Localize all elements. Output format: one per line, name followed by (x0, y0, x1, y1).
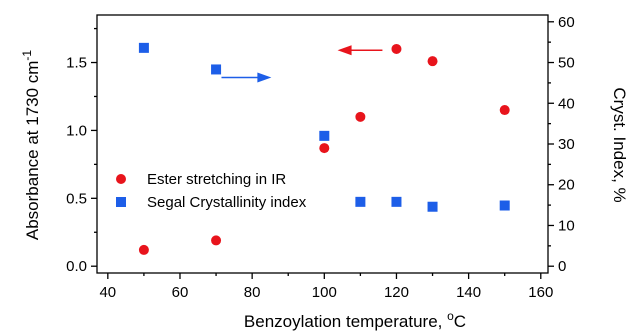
right-y-tick-label: 10 (558, 217, 575, 234)
right-y-tick-label: 30 (558, 136, 575, 153)
x-tick-label: 40 (99, 284, 116, 301)
left-y-tick-label: 1.5 (66, 55, 87, 72)
left-y-tick-label: 1.0 (66, 122, 87, 139)
left-y-tick-label: 0.5 (66, 190, 87, 207)
left-pointing-arrow (337, 45, 383, 56)
right-y-axis: 0 10 20 30 40 50 60 (548, 14, 575, 275)
ester-point (427, 56, 438, 67)
data-marks (138, 42, 510, 255)
left-y-axis: 0.0 0.5 1.0 1.5 (66, 27, 97, 275)
x-axis-title-superscript: o (447, 309, 454, 323)
legend-segal-marker (116, 197, 126, 207)
x-tick-label: 60 (172, 284, 189, 301)
segal-point (427, 201, 438, 212)
segal-point (211, 64, 222, 75)
legend: Ester stretching in IR Segal Crystallinit… (116, 171, 307, 211)
right-y-tick-label: 50 (558, 55, 575, 72)
ester-point (138, 244, 149, 255)
right-pointing-arrow (221, 72, 272, 83)
axis-arrows (221, 45, 383, 83)
ester-point (211, 235, 222, 246)
left-y-axis-title: Absorbance at 1730 cm-1 (20, 50, 42, 241)
legend-ester-label: Ester stretching in IR (147, 171, 286, 188)
right-y-tick-label: 60 (558, 14, 575, 31)
segal-point (138, 42, 149, 53)
legend-segal-label: Segal Crystallinity index (147, 194, 307, 211)
ester-point (499, 105, 510, 116)
x-tick-label: 140 (456, 284, 481, 301)
ester-point (391, 43, 402, 54)
x-tick-label: 100 (312, 284, 337, 301)
right-y-tick-label: 20 (558, 177, 575, 194)
right-y-axis-title: Cryst. Index, % (610, 87, 629, 202)
segal-point (319, 130, 330, 141)
ester-point (319, 143, 330, 154)
ester-point (355, 111, 366, 122)
right-pointing-arrow-head (257, 72, 272, 83)
x-tick-label: 80 (244, 284, 261, 301)
x-axis: 40 60 80 100 120 140 160 (99, 273, 553, 301)
segal-point (391, 196, 402, 207)
legend-ester-marker (116, 174, 126, 184)
x-axis-title: Benzoylation temperature, oC (244, 309, 466, 331)
x-tick-label: 120 (384, 284, 409, 301)
left-pointing-arrow-head (337, 45, 352, 56)
segal-point (355, 196, 366, 207)
right-y-tick-label: 0 (558, 258, 566, 275)
right-y-tick-label: 40 (558, 95, 575, 112)
left-y-axis-title-superscript: -1 (20, 50, 34, 61)
segal-point (499, 200, 510, 211)
x-tick-label: 160 (528, 284, 553, 301)
left-y-tick-label: 0.0 (66, 258, 87, 275)
